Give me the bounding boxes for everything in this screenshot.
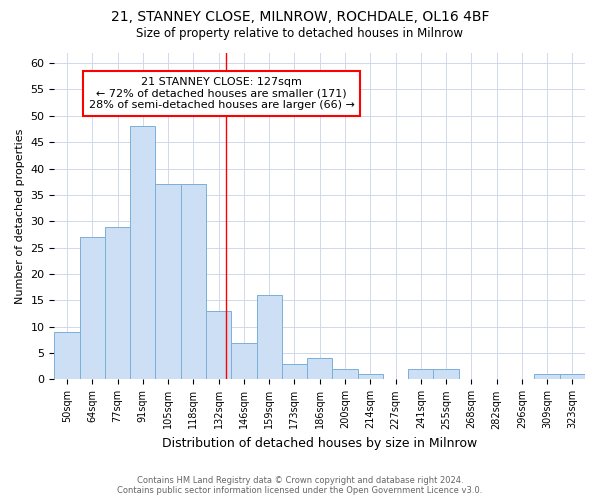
X-axis label: Distribution of detached houses by size in Milnrow: Distribution of detached houses by size … [162, 437, 478, 450]
Bar [130, 126, 155, 380]
Bar [535, 374, 560, 380]
Bar [307, 358, 332, 380]
Y-axis label: Number of detached properties: Number of detached properties [15, 128, 25, 304]
Bar [55, 332, 80, 380]
Bar [332, 369, 358, 380]
Bar [206, 311, 231, 380]
Text: 21, STANNEY CLOSE, MILNROW, ROCHDALE, OL16 4BF: 21, STANNEY CLOSE, MILNROW, ROCHDALE, OL… [111, 10, 489, 24]
Bar [408, 369, 433, 380]
Bar [560, 374, 585, 380]
Bar [358, 374, 383, 380]
Text: Contains HM Land Registry data © Crown copyright and database right 2024.
Contai: Contains HM Land Registry data © Crown c… [118, 476, 482, 495]
Bar [105, 226, 130, 380]
Bar [80, 237, 105, 380]
Bar [282, 364, 307, 380]
Bar [231, 342, 257, 380]
Bar [181, 184, 206, 380]
Bar [155, 184, 181, 380]
Text: Size of property relative to detached houses in Milnrow: Size of property relative to detached ho… [137, 28, 464, 40]
Text: 21 STANNEY CLOSE: 127sqm
← 72% of detached houses are smaller (171)
28% of semi-: 21 STANNEY CLOSE: 127sqm ← 72% of detach… [89, 77, 355, 110]
Bar [257, 295, 282, 380]
Bar [433, 369, 458, 380]
